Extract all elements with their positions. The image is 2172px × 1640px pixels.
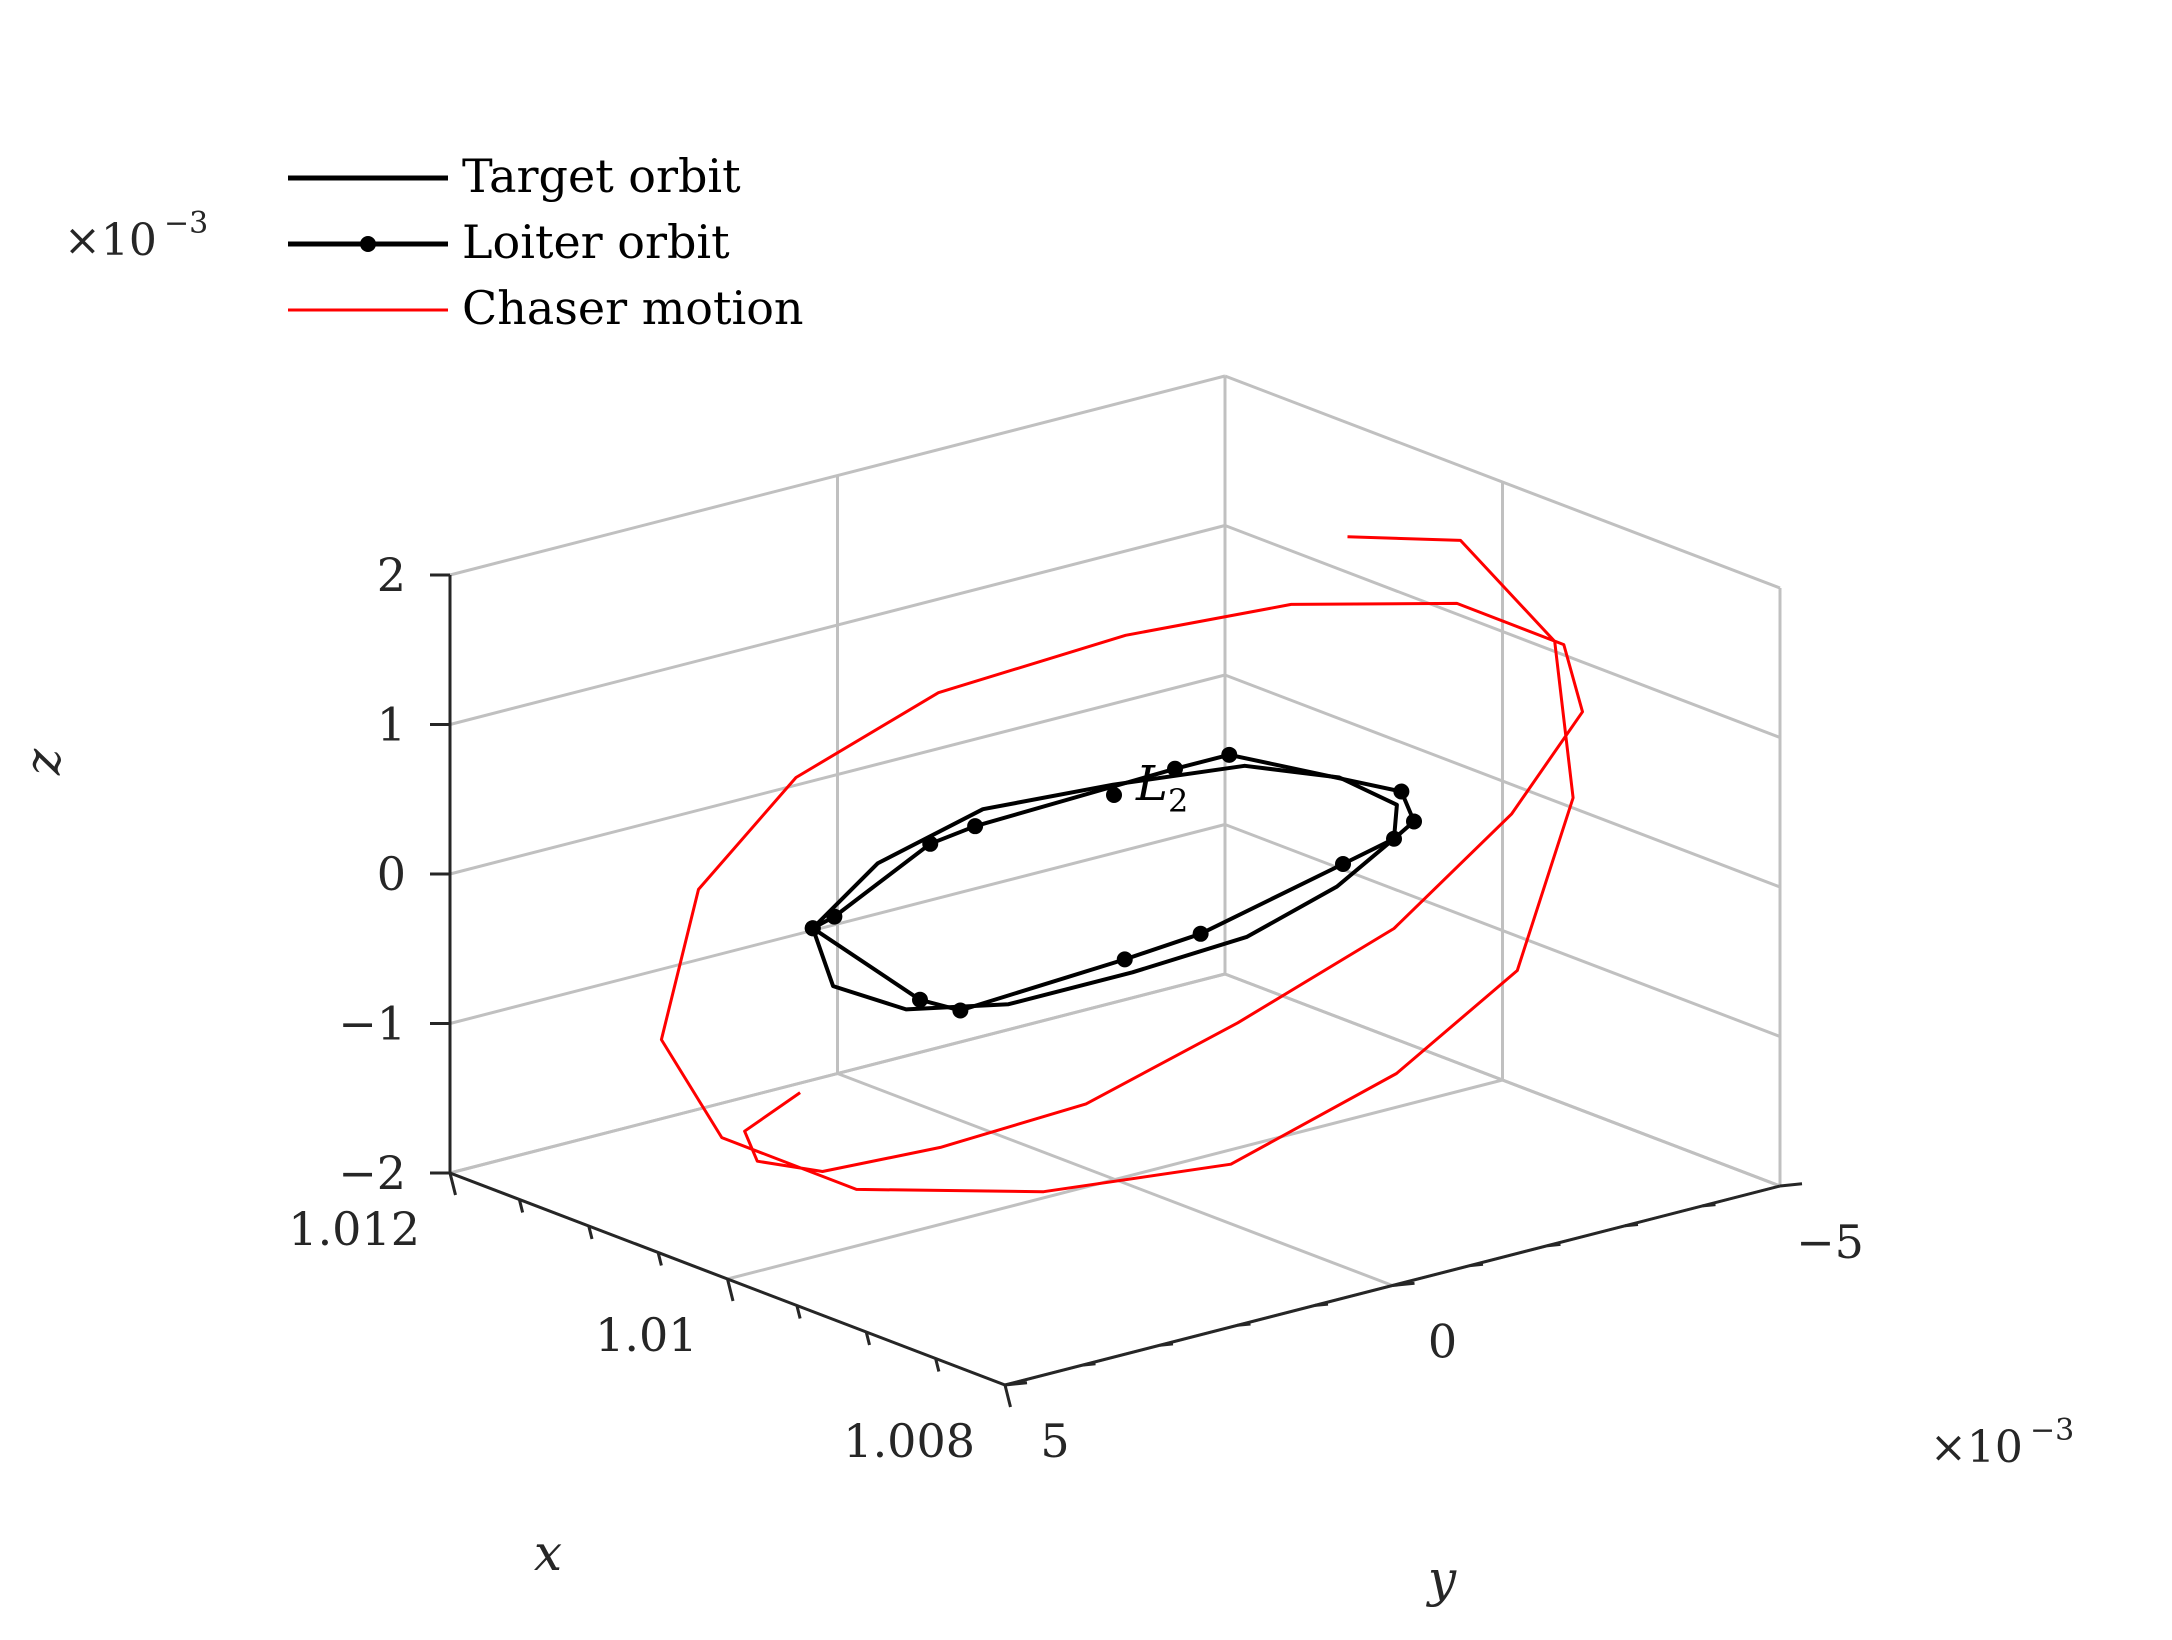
y-axis-label: y [1426,1550,1457,1608]
series-point [804,920,821,937]
series-point [1406,813,1422,830]
x-tick [517,1199,525,1213]
y-tick [1314,1302,1329,1307]
legend-marker-loiter-orbit [360,236,376,252]
z-axis-label: z [14,748,72,776]
grid-line-floor-y [836,1072,1394,1287]
x-tick [864,1331,871,1346]
grid-layer [448,374,1782,1387]
series-line-target-orbit [810,763,1399,1012]
y-multiplier: ×10 −3 [1930,1413,2074,1473]
z-tick-label: −2 [338,1146,406,1200]
tick-label-layer: 2 1 0 −1 −21.012 1.01 1.008 5 0 −5 [288,548,1864,1468]
x-tick [587,1225,594,1240]
l2-point [1106,787,1122,803]
series-point [912,991,928,1008]
y-tick [1624,1223,1639,1228]
y-tick [1547,1242,1561,1248]
series-point [1393,783,1410,800]
legend: Target orbit Loiter orbit Chaser motion [288,149,804,335]
y-tick [1702,1203,1716,1208]
series-point [1221,746,1238,763]
x-tick [1003,1384,1012,1408]
z-tick-label: 2 [377,548,406,602]
z-multiplier-exponent: −3 [164,206,208,241]
series-line-chaser-motion [659,535,1584,1194]
x-axis-label: x [534,1524,562,1582]
z-multiplier: ×10 −3 [64,206,208,266]
l2-annotation: L 2 [1106,756,1188,820]
y-multiplier-base: ×10 [1930,1422,2023,1473]
data-layer [659,535,1584,1194]
x-tick [934,1358,941,1372]
y-tick [1004,1381,1028,1387]
series-point [967,818,984,835]
l2-label: L [1135,756,1168,812]
grid-line-floor-y [1224,972,1781,1188]
x-tick [795,1305,802,1319]
x-tick-label: 1.008 [843,1414,975,1468]
x-tick-label: 1.012 [288,1202,420,1256]
y-multiplier-exponent: −3 [2030,1413,2074,1448]
z-tick-label: −1 [338,997,406,1051]
x-tick [448,1172,457,1196]
series-point [952,1002,969,1019]
z-tick-label: 1 [377,698,406,752]
y-tick [1469,1262,1484,1268]
x-tick [726,1278,735,1302]
y-tick [1779,1182,1803,1188]
z-tick-label: 0 [377,847,406,901]
axes-layer [430,573,1803,1408]
z-multiplier-base: ×10 [64,215,157,266]
series-point [1116,951,1133,968]
x-tick-label: 1.01 [595,1308,697,1362]
y-tick-label: 0 [1428,1315,1457,1369]
y-tick [1237,1322,1251,1327]
series-point [1335,856,1351,873]
y-tick [1392,1281,1415,1287]
legend-label-loiter-orbit: Loiter orbit [462,215,730,269]
y-tick [1082,1362,1096,1367]
legend-label-target-orbit: Target orbit [462,149,741,203]
l2-subscript: 2 [1168,782,1188,820]
series-point [826,908,843,925]
series-point [1386,830,1402,847]
y-tick [1159,1342,1174,1347]
x-tick [656,1252,663,1266]
legend-label-chaser-motion: Chaser motion [462,281,804,335]
y-tick-label: −5 [1796,1215,1864,1269]
y-tick-label: 5 [1040,1414,1069,1468]
series-point [1167,760,1183,777]
series-point [922,835,939,852]
series-point [1192,925,1209,942]
